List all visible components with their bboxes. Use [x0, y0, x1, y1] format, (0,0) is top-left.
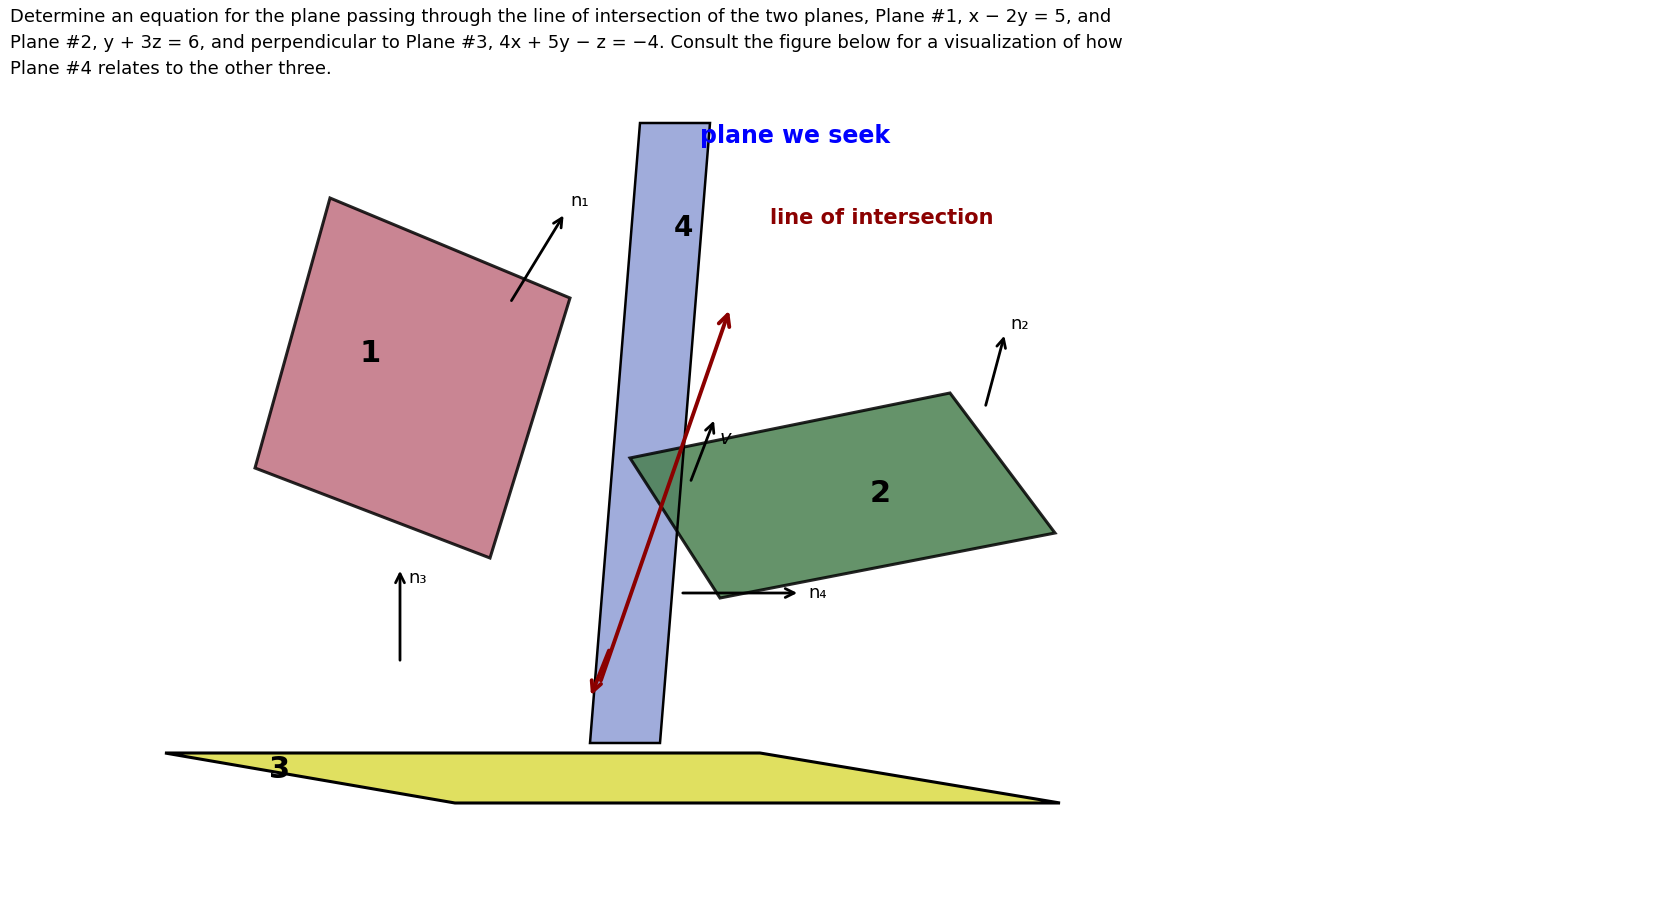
Polygon shape	[631, 393, 1055, 598]
Polygon shape	[591, 123, 711, 743]
Text: Plane #2, y + 3z = 6, and perpendicular to Plane #3, 4x + 5y − z = −4. Consult t: Plane #2, y + 3z = 6, and perpendicular …	[10, 34, 1123, 52]
Text: Determine an equation for the plane passing through the line of intersection of : Determine an equation for the plane pass…	[10, 8, 1112, 26]
Text: 2: 2	[869, 479, 890, 507]
Text: n₃: n₃	[408, 569, 426, 587]
Text: n₄: n₄	[809, 584, 827, 602]
Text: Plane #4 relates to the other three.: Plane #4 relates to the other three.	[10, 60, 331, 78]
Text: v: v	[721, 428, 732, 447]
Text: plane we seek: plane we seek	[701, 124, 890, 148]
Text: 3: 3	[270, 755, 291, 785]
Text: line of intersection: line of intersection	[770, 208, 993, 228]
Polygon shape	[255, 198, 571, 558]
Text: 1: 1	[359, 339, 381, 367]
Text: n₁: n₁	[571, 192, 589, 210]
Polygon shape	[165, 753, 1060, 803]
Text: 4: 4	[674, 214, 692, 242]
Text: n₂: n₂	[1010, 315, 1028, 333]
